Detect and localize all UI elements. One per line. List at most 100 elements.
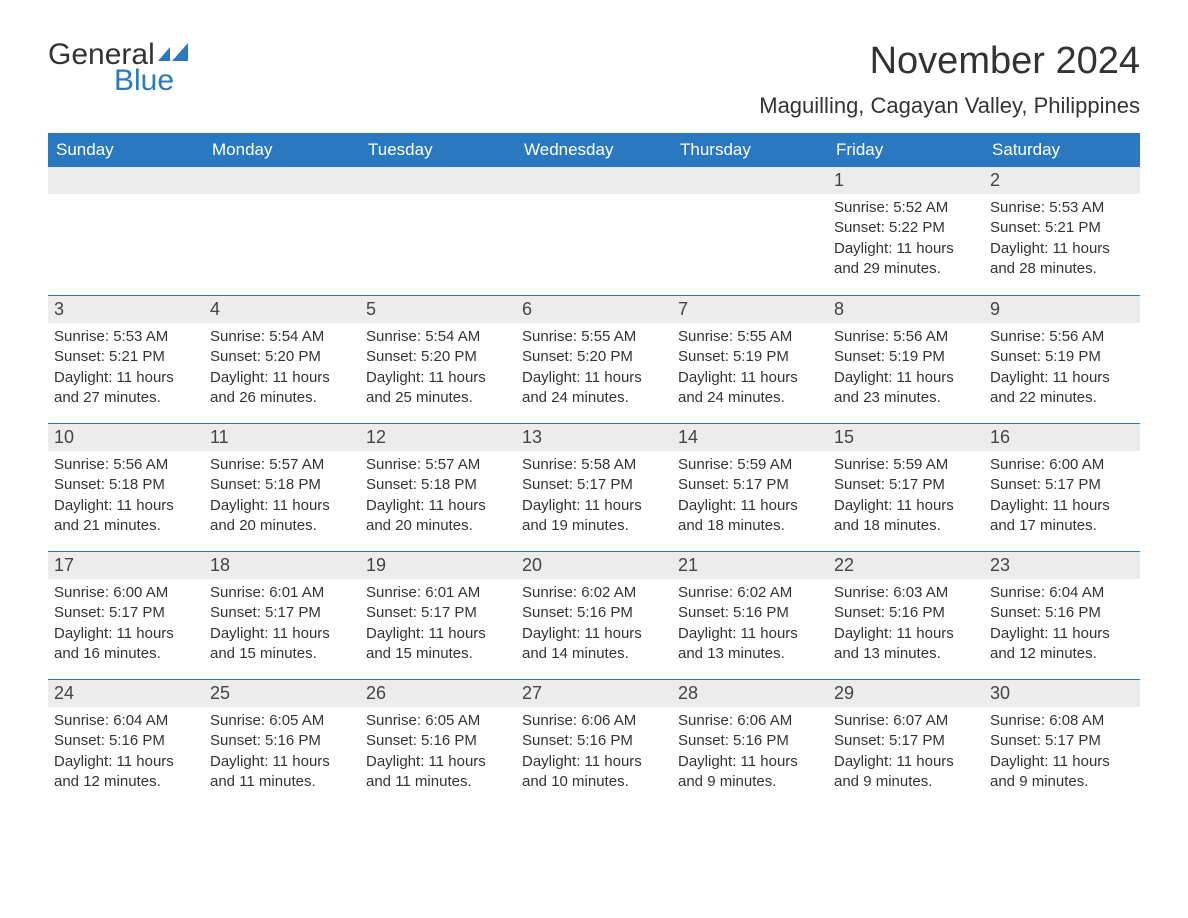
day-details: Sunrise: 6:01 AMSunset: 5:17 PMDaylight:… xyxy=(360,579,516,674)
day-details: Sunrise: 5:59 AMSunset: 5:17 PMDaylight:… xyxy=(672,451,828,546)
daylight-text: Daylight: 11 hours and 11 minutes. xyxy=(366,752,510,793)
sunset-text: Sunset: 5:17 PM xyxy=(210,603,354,623)
sunset-text: Sunset: 5:20 PM xyxy=(210,347,354,367)
sunrise-text: Sunrise: 5:56 AM xyxy=(990,327,1134,347)
day-details: Sunrise: 5:59 AMSunset: 5:17 PMDaylight:… xyxy=(828,451,984,546)
daylight-text: Daylight: 11 hours and 21 minutes. xyxy=(54,496,198,537)
sunrise-text: Sunrise: 5:53 AM xyxy=(54,327,198,347)
sunrise-text: Sunrise: 6:01 AM xyxy=(366,583,510,603)
sunrise-text: Sunrise: 5:54 AM xyxy=(366,327,510,347)
day-cell: 17Sunrise: 6:00 AMSunset: 5:17 PMDayligh… xyxy=(48,552,204,679)
day-details: Sunrise: 5:56 AMSunset: 5:19 PMDaylight:… xyxy=(828,323,984,418)
daylight-text: Daylight: 11 hours and 29 minutes. xyxy=(834,239,978,280)
sunrise-text: Sunrise: 5:54 AM xyxy=(210,327,354,347)
daylight-text: Daylight: 11 hours and 17 minutes. xyxy=(990,496,1134,537)
daylight-text: Daylight: 11 hours and 22 minutes. xyxy=(990,368,1134,409)
day-cell: 8Sunrise: 5:56 AMSunset: 5:19 PMDaylight… xyxy=(828,296,984,423)
location-subtitle: Maguilling, Cagayan Valley, Philippines xyxy=(759,93,1140,119)
day-number: 25 xyxy=(204,680,360,707)
day-details: Sunrise: 6:00 AMSunset: 5:17 PMDaylight:… xyxy=(984,451,1140,546)
sunset-text: Sunset: 5:17 PM xyxy=(54,603,198,623)
day-cell: 23Sunrise: 6:04 AMSunset: 5:16 PMDayligh… xyxy=(984,552,1140,679)
day-details: Sunrise: 5:53 AMSunset: 5:21 PMDaylight:… xyxy=(48,323,204,418)
day-cell: 28Sunrise: 6:06 AMSunset: 5:16 PMDayligh… xyxy=(672,680,828,807)
sunrise-text: Sunrise: 5:59 AM xyxy=(834,455,978,475)
day-details: Sunrise: 6:02 AMSunset: 5:16 PMDaylight:… xyxy=(516,579,672,674)
day-number: 7 xyxy=(672,296,828,323)
day-details: Sunrise: 6:05 AMSunset: 5:16 PMDaylight:… xyxy=(360,707,516,802)
daylight-text: Daylight: 11 hours and 15 minutes. xyxy=(210,624,354,665)
daylight-text: Daylight: 11 hours and 26 minutes. xyxy=(210,368,354,409)
daylight-text: Daylight: 11 hours and 10 minutes. xyxy=(522,752,666,793)
day-number: 12 xyxy=(360,424,516,451)
sunset-text: Sunset: 5:16 PM xyxy=(522,603,666,623)
sunrise-text: Sunrise: 5:53 AM xyxy=(990,198,1134,218)
sunset-text: Sunset: 5:18 PM xyxy=(366,475,510,495)
sunset-text: Sunset: 5:17 PM xyxy=(990,731,1134,751)
daylight-text: Daylight: 11 hours and 20 minutes. xyxy=(366,496,510,537)
weekday-header: Sunday xyxy=(48,133,204,167)
calendar: Sunday Monday Tuesday Wednesday Thursday… xyxy=(48,133,1140,807)
day-cell: 15Sunrise: 5:59 AMSunset: 5:17 PMDayligh… xyxy=(828,424,984,551)
day-number: 29 xyxy=(828,680,984,707)
day-number: 28 xyxy=(672,680,828,707)
day-number xyxy=(672,167,828,194)
sunset-text: Sunset: 5:17 PM xyxy=(522,475,666,495)
daylight-text: Daylight: 11 hours and 15 minutes. xyxy=(366,624,510,665)
sunset-text: Sunset: 5:21 PM xyxy=(990,218,1134,238)
sunrise-text: Sunrise: 5:59 AM xyxy=(678,455,822,475)
sunrise-text: Sunrise: 6:00 AM xyxy=(54,583,198,603)
daylight-text: Daylight: 11 hours and 28 minutes. xyxy=(990,239,1134,280)
daylight-text: Daylight: 11 hours and 19 minutes. xyxy=(522,496,666,537)
day-number: 15 xyxy=(828,424,984,451)
day-details: Sunrise: 6:06 AMSunset: 5:16 PMDaylight:… xyxy=(516,707,672,802)
sunset-text: Sunset: 5:16 PM xyxy=(990,603,1134,623)
day-cell: 20Sunrise: 6:02 AMSunset: 5:16 PMDayligh… xyxy=(516,552,672,679)
day-number: 20 xyxy=(516,552,672,579)
day-number: 16 xyxy=(984,424,1140,451)
day-number xyxy=(516,167,672,194)
day-cell: 16Sunrise: 6:00 AMSunset: 5:17 PMDayligh… xyxy=(984,424,1140,551)
daylight-text: Daylight: 11 hours and 9 minutes. xyxy=(678,752,822,793)
sunset-text: Sunset: 5:17 PM xyxy=(834,731,978,751)
logo-word-blue: Blue xyxy=(114,66,190,96)
day-details: Sunrise: 5:55 AMSunset: 5:20 PMDaylight:… xyxy=(516,323,672,418)
day-number: 6 xyxy=(516,296,672,323)
daylight-text: Daylight: 11 hours and 12 minutes. xyxy=(990,624,1134,665)
page-title: November 2024 xyxy=(759,40,1140,83)
day-number: 19 xyxy=(360,552,516,579)
day-cell: 1Sunrise: 5:52 AMSunset: 5:22 PMDaylight… xyxy=(828,167,984,295)
sunset-text: Sunset: 5:16 PM xyxy=(678,731,822,751)
weekday-header: Wednesday xyxy=(516,133,672,167)
sunset-text: Sunset: 5:16 PM xyxy=(366,731,510,751)
sunset-text: Sunset: 5:16 PM xyxy=(678,603,822,623)
sunrise-text: Sunrise: 6:04 AM xyxy=(54,711,198,731)
day-details: Sunrise: 6:04 AMSunset: 5:16 PMDaylight:… xyxy=(48,707,204,802)
sunset-text: Sunset: 5:18 PM xyxy=(210,475,354,495)
day-details: Sunrise: 6:06 AMSunset: 5:16 PMDaylight:… xyxy=(672,707,828,802)
day-number: 21 xyxy=(672,552,828,579)
day-cell: 2Sunrise: 5:53 AMSunset: 5:21 PMDaylight… xyxy=(984,167,1140,295)
day-number: 24 xyxy=(48,680,204,707)
sunrise-text: Sunrise: 6:06 AM xyxy=(522,711,666,731)
sunset-text: Sunset: 5:20 PM xyxy=(366,347,510,367)
day-number xyxy=(204,167,360,194)
day-cell: 19Sunrise: 6:01 AMSunset: 5:17 PMDayligh… xyxy=(360,552,516,679)
day-details: Sunrise: 6:00 AMSunset: 5:17 PMDaylight:… xyxy=(48,579,204,674)
weekday-header-row: Sunday Monday Tuesday Wednesday Thursday… xyxy=(48,133,1140,167)
weekday-header: Saturday xyxy=(984,133,1140,167)
daylight-text: Daylight: 11 hours and 12 minutes. xyxy=(54,752,198,793)
day-number: 10 xyxy=(48,424,204,451)
sunrise-text: Sunrise: 6:07 AM xyxy=(834,711,978,731)
sunrise-text: Sunrise: 6:01 AM xyxy=(210,583,354,603)
daylight-text: Daylight: 11 hours and 9 minutes. xyxy=(990,752,1134,793)
sunrise-text: Sunrise: 5:52 AM xyxy=(834,198,978,218)
day-cell xyxy=(672,167,828,295)
day-number: 3 xyxy=(48,296,204,323)
day-cell xyxy=(204,167,360,295)
day-number: 5 xyxy=(360,296,516,323)
logo: General Blue xyxy=(48,40,190,96)
day-cell xyxy=(360,167,516,295)
day-cell: 26Sunrise: 6:05 AMSunset: 5:16 PMDayligh… xyxy=(360,680,516,807)
day-number: 22 xyxy=(828,552,984,579)
